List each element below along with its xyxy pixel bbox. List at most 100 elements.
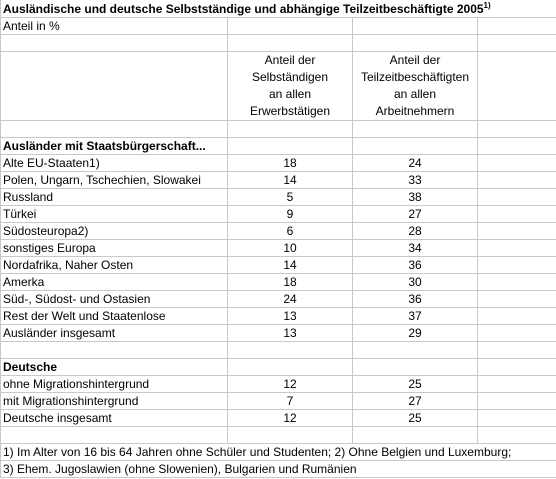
row-label: ohne Migrationshintergrund xyxy=(0,375,228,393)
header-line: Erwerbstätigen xyxy=(249,104,331,118)
empty-cell xyxy=(227,358,353,376)
row-label: Rest der Welt und Staatenlose xyxy=(0,307,228,325)
section-heading-row: Ausländer mit Staatsbürgerschaft... xyxy=(0,137,556,155)
empty-row xyxy=(0,34,556,52)
empty-cell xyxy=(476,324,556,342)
value-cell: 24 xyxy=(227,290,353,308)
value-cell: 18 xyxy=(227,154,353,172)
empty-cell xyxy=(227,341,353,359)
header-line: an allen xyxy=(393,87,437,101)
column-header: Anteil der Selbständigen an allen Erwerbstä… xyxy=(227,51,353,121)
value-cell: 25 xyxy=(352,375,478,393)
header-line: Teilzeitbeschäftigten xyxy=(360,70,470,84)
data-row: Nordafrika, Naher Osten 14 36 xyxy=(0,256,556,274)
empty-cell xyxy=(476,290,556,308)
value-cell: 30 xyxy=(352,273,478,291)
empty-cell xyxy=(352,358,478,376)
data-row: Südosteuropa2) 6 28 xyxy=(0,222,556,240)
data-row: Deutsche insgesamt 12 25 xyxy=(0,409,556,427)
header-line: Anteil der xyxy=(264,53,316,67)
data-row: Ausländer insgesamt 13 29 xyxy=(0,324,556,342)
unit: Anteil in % xyxy=(0,17,228,35)
empty-row xyxy=(0,426,556,444)
value-cell: 36 xyxy=(352,290,478,308)
data-row: Alte EU-Staaten1) 18 24 xyxy=(0,154,556,172)
empty-cell xyxy=(352,426,478,444)
value-cell: 5 xyxy=(227,188,353,206)
empty-cell xyxy=(476,256,556,274)
empty-cell xyxy=(476,273,556,291)
row-label: Russland xyxy=(0,188,228,206)
empty-cell xyxy=(227,426,353,444)
empty-cell xyxy=(227,17,353,35)
value-cell: 29 xyxy=(352,324,478,342)
footnote-row: 1) Im Alter von 16 bis 64 Jahren ohne Sc… xyxy=(0,443,556,461)
header-row: Anteil der Selbständigen an allen Erwerbstä… xyxy=(0,51,556,121)
value-cell: 37 xyxy=(352,307,478,325)
empty-cell xyxy=(476,375,556,393)
empty-cell xyxy=(476,51,556,121)
column-header: Anteil der Teilzeitbeschäftigten an allen A… xyxy=(352,51,478,121)
value-cell: 7 xyxy=(227,392,353,410)
empty-cell xyxy=(476,171,556,189)
value-cell: 34 xyxy=(352,239,478,257)
title: Ausländische und deutsche Selbstständige… xyxy=(3,2,484,16)
empty-cell xyxy=(476,205,556,223)
value-cell: 36 xyxy=(352,256,478,274)
empty-row xyxy=(0,120,556,138)
value-cell: 18 xyxy=(227,273,353,291)
data-row: Russland 5 38 xyxy=(0,188,556,206)
empty-row xyxy=(0,341,556,359)
empty-cell xyxy=(227,137,353,155)
empty-cell xyxy=(476,34,556,52)
row-label: Nordafrika, Naher Osten xyxy=(0,256,228,274)
row-label: sonstiges Europa xyxy=(0,239,228,257)
empty-cell xyxy=(476,409,556,427)
data-row: Polen, Ungarn, Tschechien, Slowakei 14 33 xyxy=(0,171,556,189)
value-cell: 9 xyxy=(227,205,353,223)
value-cell: 6 xyxy=(227,222,353,240)
empty-cell xyxy=(476,120,556,138)
value-cell: 12 xyxy=(227,375,353,393)
empty-cell xyxy=(0,341,228,359)
empty-cell xyxy=(476,222,556,240)
unit-row: Anteil in % xyxy=(0,17,556,35)
title-row: Ausländische und deutsche Selbstständige… xyxy=(0,0,556,18)
value-cell: 25 xyxy=(352,409,478,427)
empty-cell xyxy=(352,137,478,155)
row-label: Alte EU-Staaten1) xyxy=(0,154,228,172)
footnote-row: 3) Ehem. Jugoslawien (ohne Slowenien), B… xyxy=(0,460,556,478)
empty-cell xyxy=(227,34,353,52)
value-cell: 28 xyxy=(352,222,478,240)
row-label: Süd-, Südost- und Ostasien xyxy=(0,290,228,308)
empty-cell xyxy=(476,188,556,206)
data-row: mit Migrationshintergrund 7 27 xyxy=(0,392,556,410)
data-row: sonstiges Europa 10 34 xyxy=(0,239,556,257)
data-row: Amerka 18 30 xyxy=(0,273,556,291)
empty-cell xyxy=(352,17,478,35)
empty-cell xyxy=(476,137,556,155)
data-row: ohne Migrationshintergrund 12 25 xyxy=(0,375,556,393)
footnote: 1) Im Alter von 16 bis 64 Jahren ohne Sc… xyxy=(0,443,556,461)
row-label: Deutsche insgesamt xyxy=(0,409,228,427)
empty-cell xyxy=(476,426,556,444)
empty-cell xyxy=(476,239,556,257)
empty-cell xyxy=(0,51,228,121)
row-label: Südosteuropa2) xyxy=(0,222,228,240)
section-heading: Deutsche xyxy=(0,358,228,376)
header-line: an allen xyxy=(268,87,312,101)
section-heading-row: Deutsche xyxy=(0,358,556,376)
value-cell: 13 xyxy=(227,324,353,342)
empty-cell xyxy=(476,307,556,325)
value-cell: 27 xyxy=(352,392,478,410)
title-cell: Ausländische und deutsche Selbstständige… xyxy=(0,0,556,18)
row-label: Ausländer insgesamt xyxy=(0,324,228,342)
value-cell: 10 xyxy=(227,239,353,257)
row-label: Türkei xyxy=(0,205,228,223)
row-label: Polen, Ungarn, Tschechien, Slowakei xyxy=(0,171,228,189)
empty-cell xyxy=(476,392,556,410)
empty-cell xyxy=(476,341,556,359)
data-row: Türkei 9 27 xyxy=(0,205,556,223)
